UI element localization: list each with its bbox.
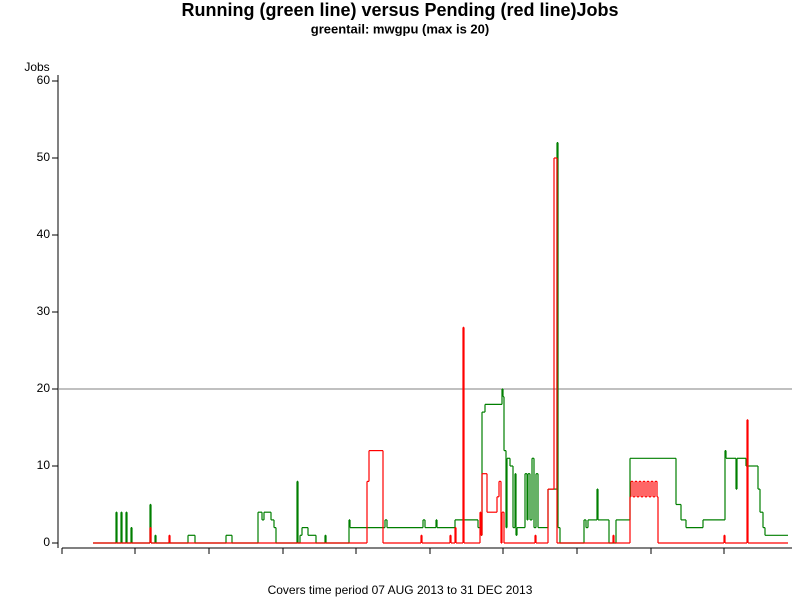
y-tick-label: 50 [37, 150, 51, 164]
y-tick-label: 60 [37, 73, 51, 87]
chart-title: Running (green line) versus Pending (red… [181, 0, 618, 20]
chart-subtitle: greentail: mwgpu (max is 20) [311, 21, 489, 36]
y-axis-label: Jobs [24, 60, 49, 74]
y-tick-label: 20 [37, 381, 51, 395]
y-tick-label: 30 [37, 304, 51, 318]
y-tick-label: 40 [37, 227, 51, 241]
y-tick-label: 10 [37, 458, 51, 472]
footnote: Covers time period 07 AUG 2013 to 31 DEC… [268, 583, 533, 597]
y-tick-label: 0 [43, 535, 50, 549]
